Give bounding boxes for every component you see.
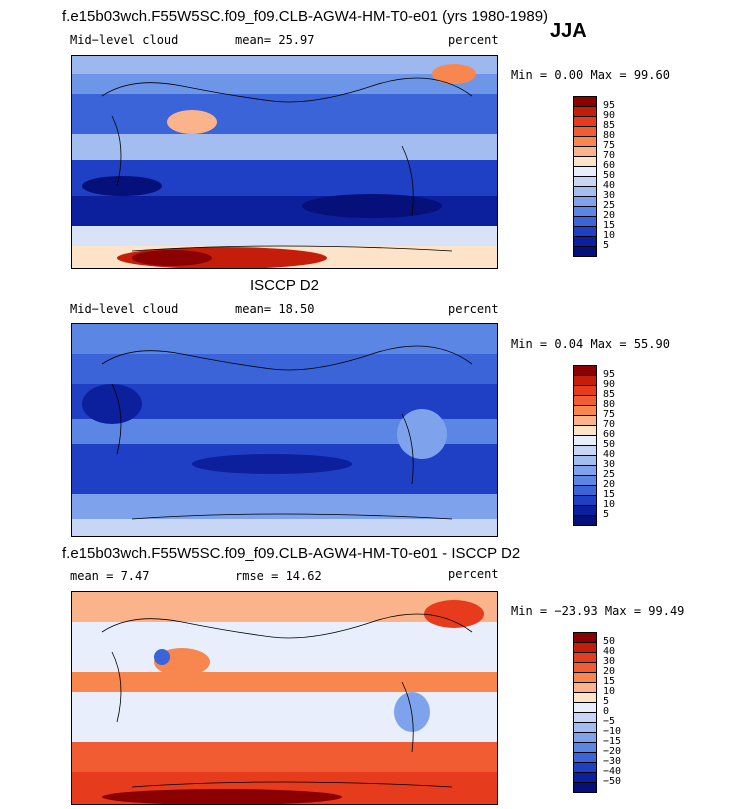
colorbar-label: 50 <box>603 439 616 450</box>
colorbar-label: 60 <box>603 429 616 440</box>
colorbar-label: 30 <box>603 656 616 667</box>
panel1-variable-label: Mid−level cloud <box>70 33 179 47</box>
colorbar-label: −50 <box>603 776 622 787</box>
panel3-minmax: Min = −23.93 Max = 99.49 <box>511 604 685 618</box>
colorbar-label: 5 <box>603 240 610 251</box>
panel3-rmse-label: rmse = 14.62 <box>235 569 322 583</box>
colorbar-label: −30 <box>603 756 622 767</box>
colorbar-label: 95 <box>603 100 616 111</box>
panel1-units-label: percent <box>448 33 499 47</box>
colorbar-label: 60 <box>603 160 616 171</box>
colorbar-label: 75 <box>603 140 616 151</box>
panel2-variable-label: Mid−level cloud <box>70 302 179 316</box>
colorbar-label: 75 <box>603 409 616 420</box>
colorbar-label: 50 <box>603 170 616 181</box>
colorbar-label: 40 <box>603 180 616 191</box>
colorbar-label: 10 <box>603 499 616 510</box>
panel1-minmax: Min = 0.00 Max = 99.60 <box>511 68 670 82</box>
colorbar-label: 90 <box>603 379 616 390</box>
panel2-map <box>71 323 498 537</box>
panel3-map <box>71 591 498 805</box>
colorbar-label: 20 <box>603 666 616 677</box>
panel1-title: f.e15b03wch.F55W5SC.f09_f09.CLB-AGW4-HM-… <box>62 8 549 25</box>
colorbar-label: 95 <box>603 369 616 380</box>
colorbar-swatch <box>573 782 597 793</box>
panel2-units-label: percent <box>448 302 499 316</box>
colorbar-label: 15 <box>603 676 616 687</box>
colorbar-label: 80 <box>603 399 616 410</box>
colorbar-label: 20 <box>603 210 616 221</box>
panel2-title: ISCCP D2 <box>250 277 319 294</box>
colorbar-label: −20 <box>603 746 622 757</box>
colorbar-label: −5 <box>603 716 616 727</box>
colorbar-label: 10 <box>603 686 616 697</box>
colorbar-label: 15 <box>603 489 616 500</box>
colorbar-label: 30 <box>603 459 616 470</box>
colorbar-swatch <box>573 515 597 526</box>
colorbar-label: 85 <box>603 389 616 400</box>
panel2-mean-label: mean= 18.50 <box>235 302 315 316</box>
colorbar-label: 70 <box>603 150 616 161</box>
season-label: JJA <box>550 20 587 42</box>
panel3-units-label: percent <box>448 567 499 581</box>
colorbar-label: 15 <box>603 220 616 231</box>
colorbar-label: 10 <box>603 230 616 241</box>
colorbar-label: −40 <box>603 766 622 777</box>
colorbar-label: 40 <box>603 449 616 460</box>
panel3-title: f.e15b03wch.F55W5SC.f09_f09.CLB-AGW4-HM-… <box>62 545 521 562</box>
panel1-map <box>71 55 498 269</box>
colorbar-label: −10 <box>603 726 622 737</box>
colorbar-label: 20 <box>603 479 616 490</box>
colorbar-label: 80 <box>603 130 616 141</box>
colorbar-label: −15 <box>603 736 622 747</box>
colorbar-label: 50 <box>603 636 616 647</box>
colorbar-label: 30 <box>603 190 616 201</box>
colorbar-label: 25 <box>603 200 616 211</box>
colorbar-label: 70 <box>603 419 616 430</box>
colorbar-label: 40 <box>603 646 616 657</box>
colorbar-label: 85 <box>603 120 616 131</box>
colorbar-label: 25 <box>603 469 616 480</box>
colorbar-label: 5 <box>603 509 610 520</box>
panel1-mean-label: mean= 25.97 <box>235 33 315 47</box>
colorbar-swatch <box>573 246 597 257</box>
panel3-mean-label: mean = 7.47 <box>70 569 150 583</box>
colorbar-label: 5 <box>603 696 610 707</box>
colorbar-label: 0 <box>603 706 610 717</box>
panel2-minmax: Min = 0.04 Max = 55.90 <box>511 337 670 351</box>
colorbar-label: 90 <box>603 110 616 121</box>
